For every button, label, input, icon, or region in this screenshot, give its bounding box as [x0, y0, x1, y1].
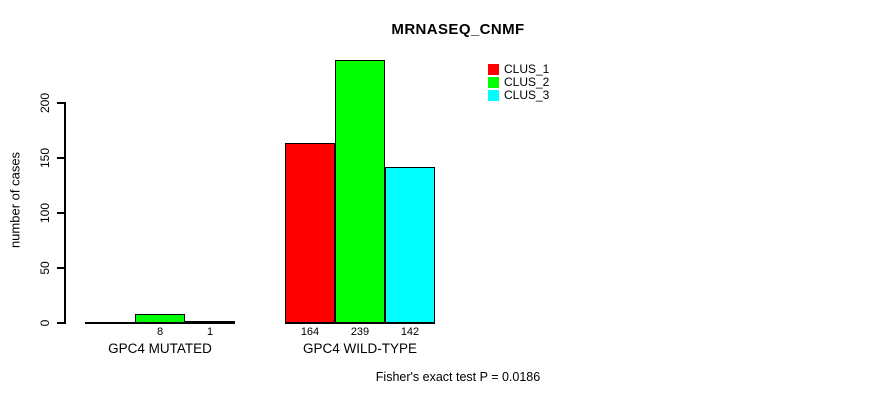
y-tick	[57, 156, 64, 159]
legend-item-clus-3: CLUS_3	[488, 88, 550, 102]
bar-value-label: 164	[300, 326, 320, 338]
chart-title: MRNASEQ_CNMF	[391, 21, 525, 38]
group-baseline	[85, 322, 235, 324]
legend-swatch-clus-2	[488, 77, 499, 88]
y-tick	[57, 266, 64, 269]
y-tick-label: 0	[38, 319, 52, 326]
y-tick-label: 50	[38, 260, 52, 275]
legend-label: CLUS_2	[504, 75, 550, 89]
bar-group-gpc4-mutated: 8 1 GPC4 MUTATED	[85, 0, 235, 400]
y-axis-line	[64, 102, 66, 324]
legend: CLUS_1 CLUS_2 CLUS_3	[488, 62, 550, 102]
bar-clus-1-gpc4-wild-type	[285, 143, 335, 323]
legend-swatch-clus-1	[488, 64, 499, 75]
bar-clus-3-gpc4-mutated	[185, 321, 235, 323]
y-tick-label: 100	[38, 202, 52, 223]
bar-group-gpc4-wild-type: 164 239 142 GPC4 WILD-TYPE	[285, 0, 435, 400]
group-baseline	[285, 322, 435, 324]
y-tick	[57, 321, 64, 324]
fisher-test-annotation: Fisher's exact test P = 0.0186	[375, 370, 541, 384]
legend-swatch-clus-3	[488, 90, 499, 101]
bar-clus-2-gpc4-wild-type	[335, 60, 385, 323]
legend-label: CLUS_3	[504, 88, 550, 102]
bar-clus-2-gpc4-mutated	[135, 314, 185, 323]
category-label-gpc4-wild-type: GPC4 WILD-TYPE	[302, 341, 418, 356]
legend-label: CLUS_1	[504, 62, 550, 76]
y-tick-label: 200	[38, 92, 52, 113]
legend-item-clus-2: CLUS_2	[488, 75, 550, 89]
bar-clus-3-gpc4-wild-type	[385, 167, 435, 323]
bar-value-label: 142	[400, 326, 420, 338]
bar-value-label: 8	[156, 326, 164, 338]
y-tick	[57, 211, 64, 214]
bar-value-label: 1	[206, 326, 214, 338]
y-tick	[57, 101, 64, 104]
legend-item-clus-1: CLUS_1	[488, 62, 550, 76]
y-tick-label: 150	[38, 147, 52, 168]
bar-value-label: 239	[350, 326, 370, 338]
category-label-gpc4-mutated: GPC4 MUTATED	[108, 341, 212, 356]
